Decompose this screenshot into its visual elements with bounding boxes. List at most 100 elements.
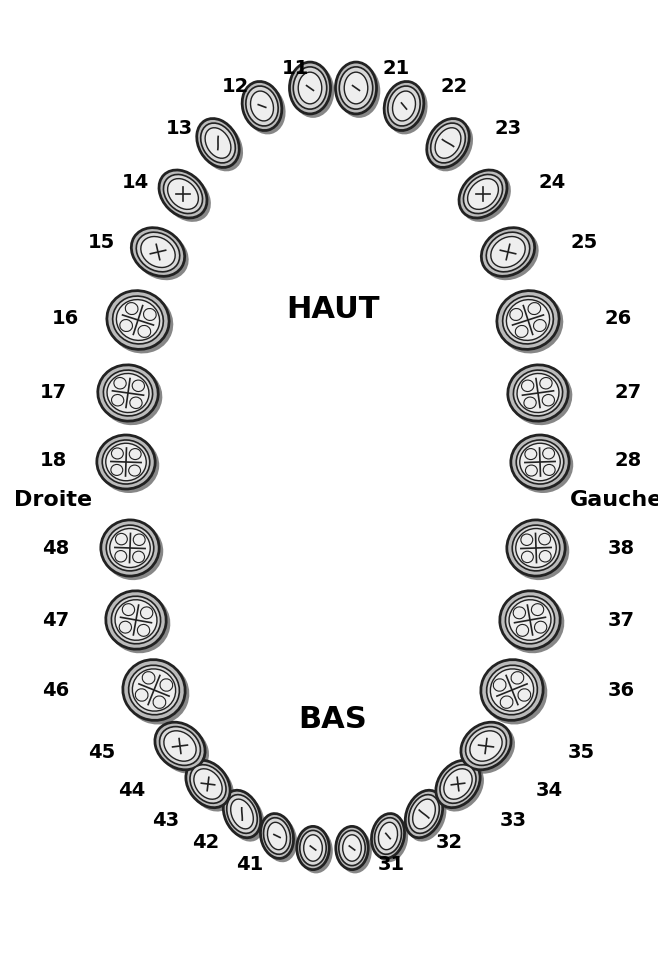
Ellipse shape: [518, 689, 531, 701]
Ellipse shape: [186, 761, 230, 808]
Ellipse shape: [261, 814, 293, 858]
Ellipse shape: [194, 768, 222, 799]
Text: 41: 41: [236, 854, 263, 873]
Ellipse shape: [251, 91, 274, 120]
Text: 45: 45: [88, 742, 115, 762]
Ellipse shape: [338, 65, 380, 118]
Ellipse shape: [134, 229, 189, 281]
Ellipse shape: [505, 596, 555, 644]
Ellipse shape: [168, 178, 198, 209]
Ellipse shape: [340, 67, 372, 109]
Ellipse shape: [339, 830, 365, 866]
Ellipse shape: [136, 689, 148, 701]
Ellipse shape: [509, 600, 551, 640]
Ellipse shape: [484, 229, 539, 281]
Ellipse shape: [528, 303, 541, 314]
Ellipse shape: [199, 120, 243, 172]
Ellipse shape: [461, 722, 511, 770]
Ellipse shape: [508, 365, 569, 421]
Ellipse shape: [98, 365, 158, 421]
Ellipse shape: [298, 72, 322, 104]
Text: 25: 25: [570, 232, 597, 252]
Ellipse shape: [388, 86, 420, 126]
Ellipse shape: [153, 696, 166, 709]
Ellipse shape: [491, 236, 525, 267]
Ellipse shape: [521, 534, 533, 546]
Ellipse shape: [205, 128, 231, 158]
Ellipse shape: [103, 370, 153, 415]
Ellipse shape: [486, 232, 530, 272]
Ellipse shape: [494, 679, 506, 691]
Ellipse shape: [164, 731, 196, 762]
Ellipse shape: [539, 533, 551, 545]
Ellipse shape: [525, 448, 537, 460]
Ellipse shape: [515, 326, 528, 337]
Ellipse shape: [532, 603, 544, 616]
Ellipse shape: [544, 465, 555, 475]
Ellipse shape: [481, 659, 543, 720]
Ellipse shape: [378, 822, 397, 849]
Ellipse shape: [190, 764, 226, 803]
Text: 42: 42: [192, 833, 219, 851]
Ellipse shape: [516, 528, 556, 568]
Ellipse shape: [290, 62, 330, 114]
Ellipse shape: [427, 119, 469, 168]
Ellipse shape: [509, 522, 569, 580]
Ellipse shape: [161, 173, 211, 222]
Ellipse shape: [107, 290, 169, 349]
Ellipse shape: [201, 123, 236, 163]
Ellipse shape: [124, 661, 190, 725]
Ellipse shape: [517, 373, 559, 413]
Ellipse shape: [444, 768, 472, 799]
Ellipse shape: [517, 440, 564, 484]
Text: 46: 46: [42, 681, 69, 700]
Ellipse shape: [521, 551, 534, 563]
Ellipse shape: [102, 440, 150, 484]
Ellipse shape: [487, 665, 538, 714]
Ellipse shape: [497, 290, 559, 349]
Ellipse shape: [517, 625, 528, 636]
Text: 38: 38: [608, 539, 635, 557]
Ellipse shape: [297, 826, 329, 870]
Ellipse shape: [141, 607, 153, 619]
Ellipse shape: [534, 319, 546, 332]
Ellipse shape: [141, 236, 175, 267]
Ellipse shape: [143, 308, 156, 320]
Ellipse shape: [263, 817, 290, 854]
Ellipse shape: [159, 170, 207, 218]
Text: 33: 33: [500, 811, 527, 829]
Ellipse shape: [123, 659, 185, 720]
Ellipse shape: [110, 528, 150, 568]
Ellipse shape: [466, 727, 507, 765]
Ellipse shape: [463, 724, 515, 774]
Ellipse shape: [501, 593, 565, 654]
Ellipse shape: [159, 727, 201, 765]
Ellipse shape: [197, 119, 240, 168]
Text: 47: 47: [42, 610, 69, 629]
Ellipse shape: [338, 829, 372, 873]
Text: 12: 12: [222, 76, 249, 95]
Ellipse shape: [120, 319, 132, 332]
Ellipse shape: [440, 764, 476, 803]
Ellipse shape: [107, 373, 149, 413]
Ellipse shape: [470, 731, 502, 762]
Ellipse shape: [122, 603, 135, 616]
Ellipse shape: [115, 550, 127, 562]
Text: 31: 31: [378, 854, 405, 873]
Ellipse shape: [511, 672, 524, 684]
Ellipse shape: [160, 679, 172, 691]
Ellipse shape: [231, 799, 253, 829]
Ellipse shape: [435, 128, 461, 158]
Ellipse shape: [99, 367, 163, 425]
Ellipse shape: [374, 816, 408, 862]
Text: 22: 22: [440, 76, 467, 95]
Text: 24: 24: [538, 173, 565, 192]
Text: 44: 44: [118, 781, 145, 799]
Ellipse shape: [409, 794, 440, 833]
Text: Gauche: Gauche: [570, 490, 658, 510]
Ellipse shape: [115, 533, 128, 545]
Ellipse shape: [520, 443, 560, 481]
Ellipse shape: [101, 520, 159, 576]
Ellipse shape: [510, 308, 522, 320]
Text: 21: 21: [382, 59, 409, 77]
